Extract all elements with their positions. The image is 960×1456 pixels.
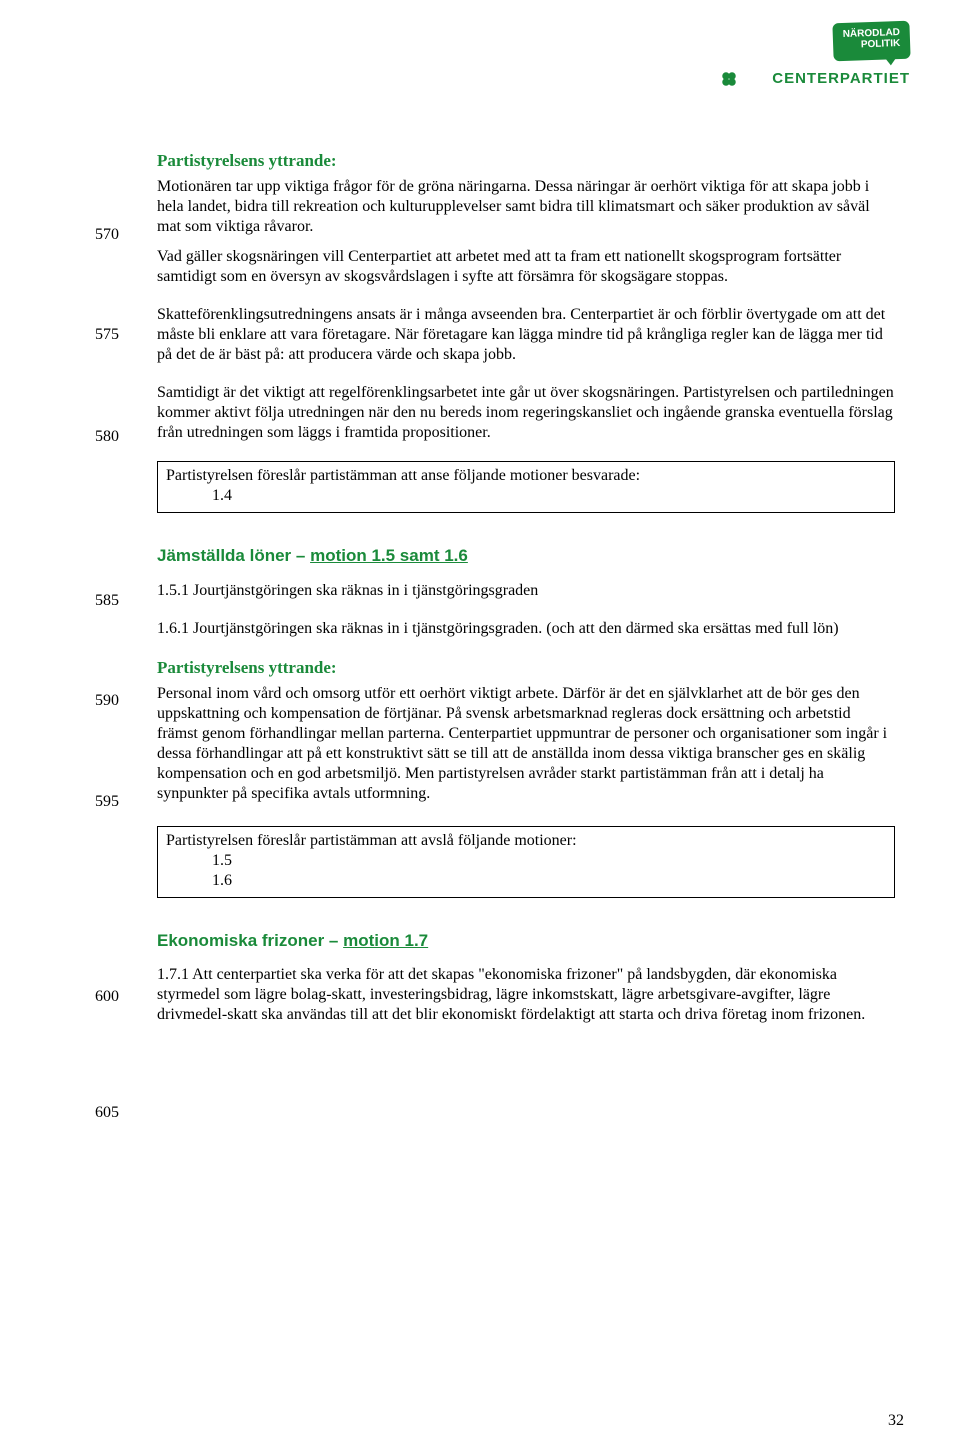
body-paragraph: Personal inom vård och omsorg utför ett … <box>157 684 895 804</box>
clover-icon <box>720 70 738 88</box>
section-heading: Partistyrelsens yttrande: <box>157 150 895 171</box>
logo-badge: NÄRODLAD POLITIK <box>832 21 910 62</box>
body-paragraph: 1.7.1 Att centerpartiet ska verka för at… <box>157 965 895 1025</box>
body-paragraph: 1.5.1 Jourtjänstgöringen ska räknas in i… <box>157 581 895 601</box>
resolution-box: Partistyrelsen föreslår partistämman att… <box>157 461 895 513</box>
motion-link[interactable]: motion 1.7 <box>343 931 428 950</box>
resolution-item: 1.5 <box>212 851 886 871</box>
resolution-item: 1.4 <box>212 486 886 506</box>
page-number: 32 <box>888 1412 904 1430</box>
header-logo: NÄRODLAD POLITIK CENTERPARTIET <box>772 22 910 87</box>
motion-link[interactable]: motion 1.5 samt 1.6 <box>310 546 468 565</box>
resolution-lead: Partistyrelsen föreslår partistämman att… <box>166 466 886 486</box>
resolution-lead: Partistyrelsen föreslår partistämman att… <box>166 831 886 851</box>
section-heading-text: Ekonomiska frizoner – <box>157 931 343 950</box>
section-heading: Ekonomiska frizoner – motion 1.7 <box>157 930 895 951</box>
body-paragraph: Skatteförenklingsutredningens ansats är … <box>157 305 895 365</box>
logo-wordmark: CENTERPARTIET <box>772 70 910 87</box>
section-heading-text: Jämställda löner – <box>157 546 310 565</box>
line-number: 605 <box>95 1104 119 1122</box>
section-heading: Jämställda löner – motion 1.5 samt 1.6 <box>157 545 895 566</box>
body-paragraph: Motionären tar upp viktiga frågor för de… <box>157 177 895 237</box>
resolution-item: 1.6 <box>212 871 886 891</box>
logo-badge-line2: POLITIK <box>860 38 900 50</box>
page-content: Partistyrelsens yttrande: Motionären tar… <box>95 150 895 1043</box>
body-paragraph: Vad gäller skogsnäringen vill Centerpart… <box>157 247 895 287</box>
body-paragraph: 1.6.1 Jourtjänstgöringen ska räknas in i… <box>157 619 895 639</box>
resolution-box: Partistyrelsen föreslår partistämman att… <box>157 826 895 898</box>
body-paragraph: Samtidigt är det viktigt att regelförenk… <box>157 383 895 443</box>
section-subheading: Partistyrelsens yttrande: <box>157 657 895 678</box>
